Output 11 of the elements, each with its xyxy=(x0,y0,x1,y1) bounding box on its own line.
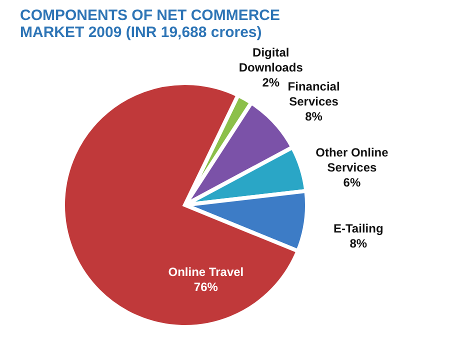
data-label: 8% xyxy=(305,110,323,124)
chart-title: COMPONENTS OF NET COMMERCE MARKET 2009 (INR 19,688 crores) xyxy=(20,7,280,41)
data-label: 2% xyxy=(262,76,280,90)
slice-label: E-Tailing xyxy=(333,222,384,236)
slice-label: Online Travel xyxy=(168,264,244,279)
data-label: 76% xyxy=(194,280,218,294)
data-label: 6% xyxy=(343,176,361,190)
data-label: 8% xyxy=(350,236,368,251)
slice-label: Digital Downloads xyxy=(238,46,304,75)
slice-label: Financial Services xyxy=(288,80,340,109)
slice-label: Other Online Services xyxy=(316,146,389,175)
